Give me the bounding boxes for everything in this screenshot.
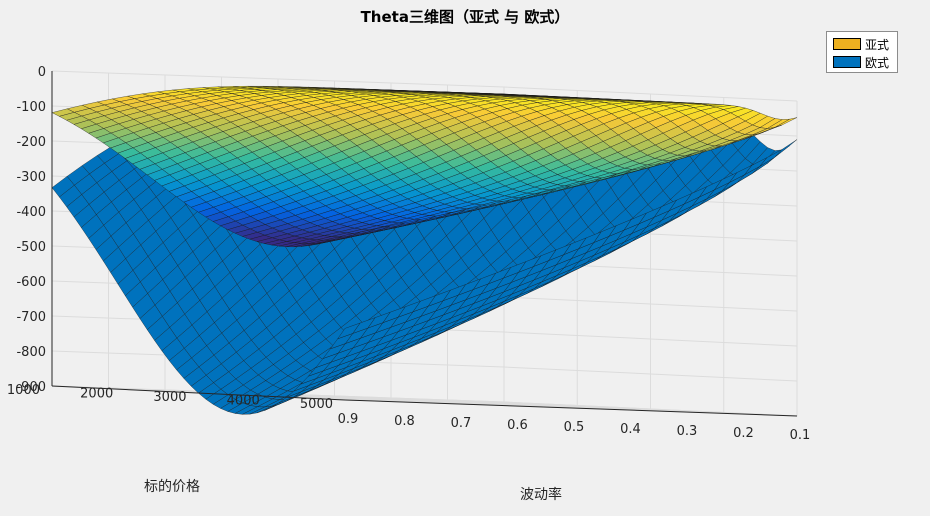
z-tick-label: -600 [16, 275, 46, 290]
y-tick-label: 0.6 [507, 418, 528, 433]
y-tick-label: 0.7 [451, 416, 472, 431]
x-tick-label: 3000 [153, 390, 186, 405]
y-tick-label: 0.2 [733, 426, 754, 441]
x-axis-label: 标的价格 [144, 479, 200, 495]
surface-patch [337, 322, 361, 340]
y-tick-label: 0.1 [790, 428, 811, 443]
y-tick-label: 0.4 [620, 422, 641, 437]
surface-patch [774, 139, 798, 158]
y-tick-label: 0.8 [394, 414, 415, 429]
grid-line-z [51, 350, 798, 382]
x-tick-label: 1000 [7, 383, 40, 398]
surface-patch [337, 232, 361, 239]
y-axis-label: 波动率 [520, 486, 562, 503]
legend[interactable]: 亚式 欧式 [826, 31, 898, 73]
legend-item-european[interactable]: 欧式 [833, 55, 890, 70]
x-tick-label: 4000 [227, 394, 260, 409]
y-axis-line [344, 399, 798, 417]
z-tick-label: -200 [16, 135, 46, 150]
legend-swatch-european [833, 56, 861, 68]
x-tick-label: 5000 [300, 397, 333, 412]
z-tick-label: -300 [16, 170, 46, 185]
legend-item-asian[interactable]: 亚式 [833, 37, 890, 52]
z-tick-label: -700 [16, 310, 46, 325]
z-tick-label: -500 [16, 240, 46, 255]
surface-asian [51, 86, 798, 247]
legend-swatch-asian [833, 38, 861, 50]
z-tick-label: -800 [16, 345, 46, 360]
y-tick-label: 0.9 [338, 412, 359, 427]
surfaces [51, 86, 798, 415]
x-tick-label: 2000 [80, 387, 113, 402]
z-tick-label: 0 [38, 65, 46, 80]
legend-label-european: 欧式 [865, 55, 890, 70]
x-axis-line [51, 385, 346, 401]
chart-title: Theta三维图（亚式 与 欧式） [360, 8, 570, 26]
z-tick-label: -400 [16, 205, 46, 220]
y-tick-label: 0.3 [677, 424, 698, 439]
axis-ticks: 0 -100 -200 -300 -400 -500 -600 -700 -800 -900100… [7, 65, 810, 443]
legend-label-asian: 亚式 [865, 37, 890, 52]
z-tick-label: -100 [16, 100, 46, 115]
y-tick-label: 0.5 [564, 420, 585, 435]
z-tick-label: -900 [16, 380, 46, 395]
